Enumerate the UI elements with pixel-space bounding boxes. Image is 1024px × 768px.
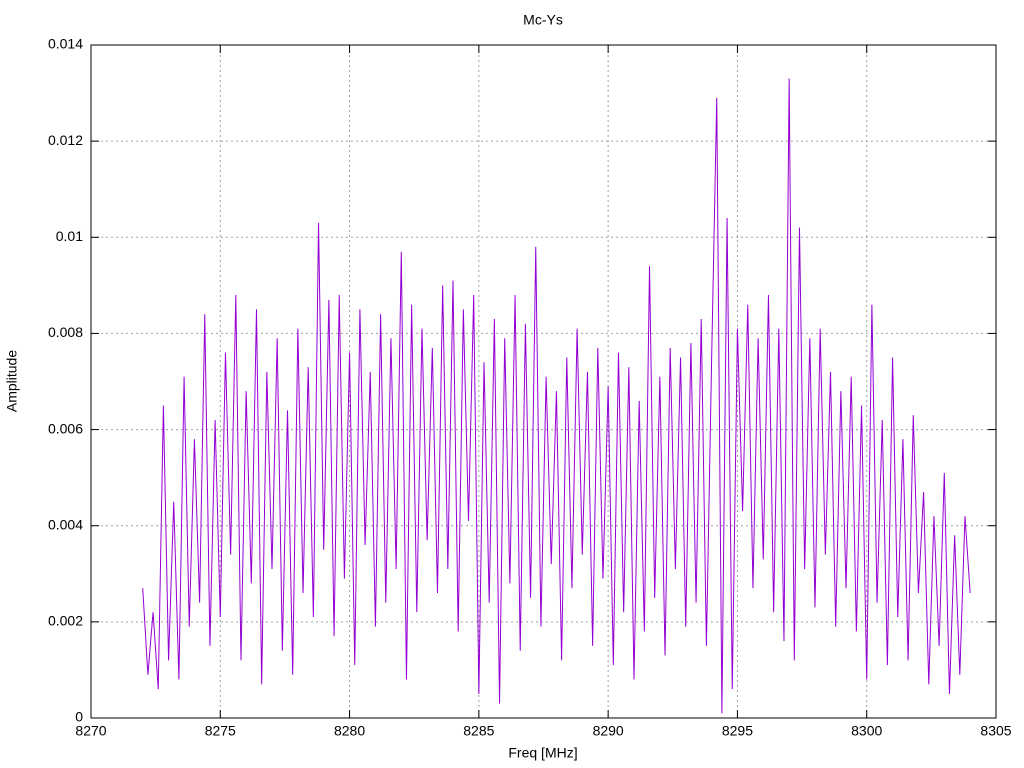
x-tick-label: 8275 [205, 723, 236, 739]
x-tick-label: 8305 [980, 723, 1011, 739]
y-tick-label: 0 [75, 709, 83, 725]
y-tick-label: 0.002 [48, 613, 83, 629]
y-tick-label: 0.006 [48, 420, 83, 436]
plot-frame [90, 44, 997, 719]
y-tick-label: 0.01 [56, 228, 83, 244]
x-tick-label: 8270 [75, 723, 106, 739]
x-tick-label: 8290 [593, 723, 624, 739]
y-axis-label: Amplitude [4, 350, 20, 412]
x-tick-label: 8285 [463, 723, 494, 739]
y-tick-label: 0.014 [48, 36, 83, 52]
data-line [142, 78, 971, 714]
y-tick-label: 0.008 [48, 324, 83, 340]
chart-title: Mc-Ys [523, 12, 563, 28]
y-tick-label: 0.012 [48, 132, 83, 148]
x-tick-label: 8280 [334, 723, 365, 739]
x-tick-label: 8295 [722, 723, 753, 739]
y-tick-label: 0.004 [48, 516, 83, 532]
x-axis-label: Freq [MHz] [508, 745, 577, 761]
x-tick-label: 8300 [851, 723, 882, 739]
